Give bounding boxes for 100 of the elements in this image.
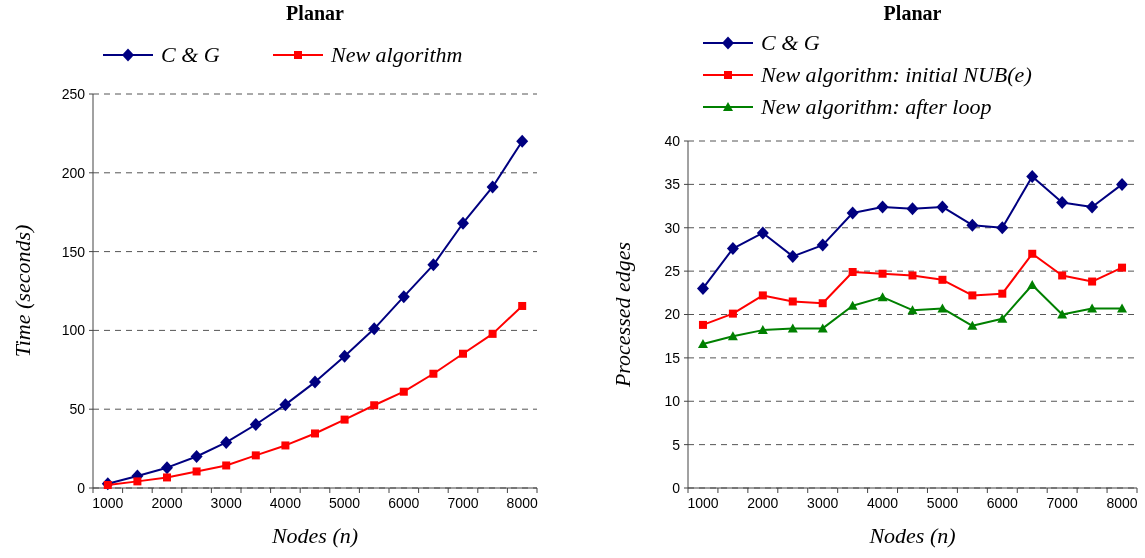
legend-label: New algorithm: after loop <box>760 94 992 119</box>
y-tick-label: 0 <box>672 479 681 496</box>
point <box>249 417 262 431</box>
x-tick-label: 7000 <box>447 495 479 511</box>
x-tick-label: 4000 <box>269 495 302 511</box>
point <box>368 322 381 336</box>
point <box>968 291 977 300</box>
point <box>996 221 1009 235</box>
point <box>908 271 917 280</box>
point <box>486 180 499 194</box>
point <box>1058 271 1067 280</box>
x-axis-title: Nodes (n) <box>868 523 956 548</box>
point <box>877 292 888 302</box>
y-tick-label: 35 <box>664 176 681 193</box>
point <box>1117 303 1128 313</box>
point <box>133 477 142 486</box>
point <box>1087 303 1098 313</box>
point <box>878 269 887 278</box>
point <box>1118 263 1127 272</box>
point <box>1086 200 1099 214</box>
point <box>817 323 828 333</box>
x-tick-label: 5000 <box>926 495 959 511</box>
point <box>222 461 231 470</box>
x-tick-label: 3000 <box>807 495 839 511</box>
point <box>967 320 978 330</box>
point <box>161 461 173 475</box>
x-tick-label: 8000 <box>1106 495 1138 511</box>
y-tick-label: 200 <box>61 164 86 181</box>
point <box>726 242 739 256</box>
y-tick-label: 250 <box>61 85 86 102</box>
legend-label: New algorithm: initial NUB(e) <box>760 62 1032 87</box>
x-tick-label: 3000 <box>210 495 242 511</box>
x-tick-label: 2000 <box>747 495 779 511</box>
point <box>816 238 829 252</box>
legend-label: C & G <box>161 42 220 67</box>
point <box>786 249 799 263</box>
y-axis-title: Time (seconds) <box>10 224 35 358</box>
point <box>937 303 948 313</box>
point <box>281 441 290 450</box>
point <box>997 313 1008 323</box>
point <box>516 134 529 148</box>
point <box>936 200 949 214</box>
y-axis-title: Processed edges <box>610 241 635 389</box>
x-tick-label: 4000 <box>866 495 899 511</box>
point <box>1028 249 1037 258</box>
y-tick-label: 150 <box>61 243 86 260</box>
point <box>847 300 858 310</box>
point <box>370 401 379 410</box>
y-tick-label: 5 <box>672 436 681 453</box>
point <box>1116 177 1129 191</box>
point <box>459 349 467 358</box>
point <box>757 325 768 335</box>
x-tick-label: 6000 <box>388 495 420 511</box>
y-tick-label: 50 <box>69 401 86 418</box>
point <box>728 309 737 318</box>
point <box>758 291 767 300</box>
x-tick-label: 1000 <box>687 495 719 511</box>
point <box>906 202 919 216</box>
point <box>251 451 260 460</box>
point <box>907 305 918 315</box>
point <box>1027 280 1038 290</box>
point <box>848 267 857 276</box>
point <box>192 467 201 476</box>
chart-title: Planar <box>286 2 345 24</box>
point <box>399 387 408 396</box>
point <box>1056 196 1069 210</box>
x-tick-label: 7000 <box>1046 495 1078 511</box>
point <box>397 290 410 304</box>
point <box>311 429 319 438</box>
point <box>966 218 979 232</box>
point <box>998 289 1007 298</box>
point <box>696 281 709 295</box>
point <box>429 369 438 378</box>
point <box>457 216 469 230</box>
y-tick-label: 30 <box>664 219 681 236</box>
point <box>163 473 171 482</box>
point <box>698 320 707 329</box>
point <box>340 415 349 424</box>
x-tick-label: 1000 <box>92 495 124 511</box>
y-tick-label: 15 <box>664 349 681 366</box>
x-tick-label: 5000 <box>329 495 361 511</box>
legend-label: C & G <box>761 30 820 55</box>
x-tick-label: 6000 <box>986 495 1019 511</box>
y-tick-label: 25 <box>664 263 681 280</box>
point <box>938 275 947 284</box>
y-tick-label: 10 <box>664 393 681 410</box>
point <box>727 331 738 341</box>
point <box>220 435 233 449</box>
point <box>338 349 351 363</box>
point <box>756 226 769 240</box>
point <box>279 398 292 412</box>
point <box>818 299 827 308</box>
point <box>1057 309 1068 319</box>
point <box>190 449 203 463</box>
point <box>788 297 797 306</box>
x-tick-label: 8000 <box>506 495 538 511</box>
point <box>846 206 859 220</box>
point <box>787 323 798 333</box>
chart-title: Planar <box>883 2 942 24</box>
point <box>488 329 497 338</box>
